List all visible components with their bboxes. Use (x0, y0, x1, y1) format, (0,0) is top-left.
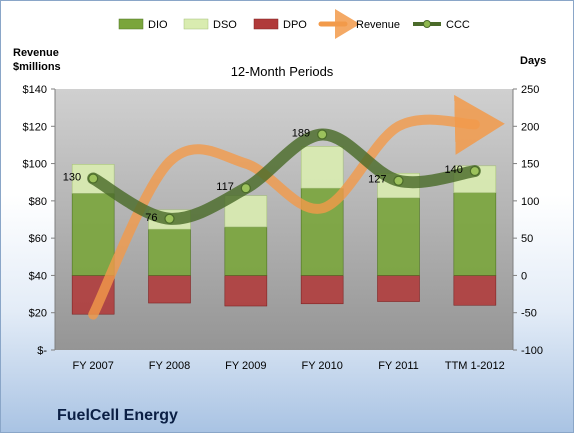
bar-dio (71, 193, 115, 276)
ccc-point (469, 165, 480, 177)
bar-dpo (224, 275, 268, 307)
x-tick-label: FY 2011 (378, 360, 419, 372)
ccc-data-label: 127 (368, 174, 386, 186)
legend: DIO DSO DPO Revenue CCC (118, 9, 470, 39)
chart-title: 12-Month Periods (231, 64, 334, 79)
bar-dpo (453, 275, 497, 306)
right-tick-label: -50 (521, 308, 537, 320)
bar-dio (377, 197, 420, 276)
right-tick-label: -100 (521, 345, 543, 357)
right-tick-label: 100 (521, 196, 539, 208)
left-tick-label: $60 (29, 233, 47, 245)
legend-marker-ccc (423, 20, 431, 28)
bar-dio (453, 192, 497, 276)
legend-label-ccc: CCC (446, 19, 470, 31)
x-tick-label: FY 2007 (72, 360, 113, 372)
revenue-line (88, 94, 505, 320)
legend-label-dpo: DPO (283, 19, 307, 31)
bar-dpo (300, 275, 344, 305)
ccc-point (393, 175, 404, 186)
left-tick-label: $140 (23, 84, 47, 96)
left-axis-title-line1: Revenue (13, 47, 59, 59)
right-axis-title: Days (520, 55, 546, 67)
left-axis-title-line2: $millions (13, 61, 61, 73)
legend-swatch-dpo (253, 18, 279, 30)
legend-label-dso: DSO (213, 19, 237, 31)
ccc-data-label: 76 (145, 212, 157, 224)
axes: $- $20 $40 $60 $80 $100 $120 $140 -100 -50 0 50 100 1… (23, 84, 544, 372)
legend-label-dio: DIO (148, 19, 168, 31)
right-tick-label: 250 (521, 84, 539, 96)
plot-area (55, 89, 513, 350)
bar-dio (148, 228, 191, 276)
left-tick-label: $20 (29, 308, 47, 320)
right-tick-label: 50 (521, 233, 533, 245)
legend-swatch-dso (183, 18, 209, 30)
left-tick-label: $40 (29, 270, 47, 282)
bar-dso (300, 146, 344, 189)
ccc-point (88, 173, 99, 184)
ccc-data-label: 189 (292, 127, 310, 139)
right-tick-label: 0 (521, 270, 527, 282)
left-tick-label: $120 (23, 121, 47, 133)
ccc-point (240, 183, 251, 194)
bar-dpo (377, 275, 420, 302)
bars (71, 146, 497, 315)
bar-dpo (148, 275, 191, 304)
x-tick-label: TTM 1-2012 (445, 360, 505, 372)
company-name: FuelCell Energy (57, 407, 178, 424)
left-tick-label: $100 (23, 159, 47, 171)
ccc-data-label: 130 (63, 171, 81, 183)
bar-dio (224, 226, 268, 276)
ccc-point (164, 213, 175, 224)
lines (87, 94, 505, 320)
data-labels: 130 76 117 189 127 140 (63, 127, 463, 223)
left-tick-label: $80 (29, 196, 47, 208)
right-tick-label: 150 (521, 159, 539, 171)
x-tick-label: FY 2008 (149, 360, 190, 372)
ccc-data-label: 140 (444, 164, 462, 176)
ccc-point (317, 129, 328, 140)
x-tick-label: FY 2010 (301, 360, 342, 372)
right-tick-label: 200 (521, 121, 539, 133)
x-tick-label: FY 2009 (225, 360, 266, 372)
legend-label-revenue: Revenue (356, 19, 400, 31)
legend-swatch-dio (118, 18, 144, 30)
left-tick-label: $- (37, 345, 47, 357)
ccc-data-label: 117 (216, 181, 234, 193)
